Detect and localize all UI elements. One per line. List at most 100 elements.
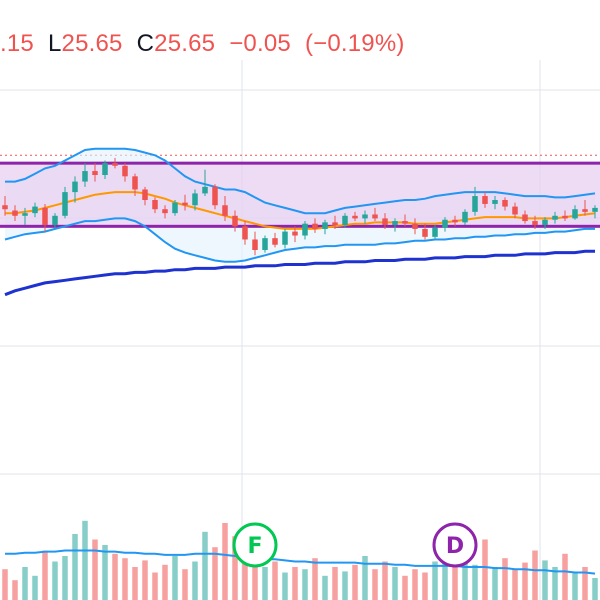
- candle-body: [252, 239, 258, 250]
- volume-bar: [522, 562, 528, 600]
- candle-body: [462, 211, 468, 223]
- candle-body: [102, 163, 108, 175]
- candle-body: [12, 210, 18, 216]
- candle-body: [432, 227, 438, 237]
- volume-bar: [202, 531, 208, 600]
- volume-bar: [562, 553, 568, 600]
- volume-bar: [492, 567, 498, 600]
- candle-body: [222, 205, 228, 216]
- candle-body: [422, 228, 428, 237]
- candle-body: [62, 192, 68, 216]
- volume-bar: [262, 567, 268, 600]
- candle-body: [192, 193, 198, 206]
- volume-bar: [502, 558, 508, 600]
- candle: [42, 203, 48, 232]
- ema-long-line: [4, 249, 595, 297]
- candle-body: [392, 221, 398, 225]
- close-label: C: [136, 30, 155, 57]
- candle: [502, 197, 508, 211]
- marker-f-label: F: [247, 534, 262, 559]
- candle: [482, 192, 488, 208]
- volume-bar: [62, 556, 68, 600]
- volume-bar: [82, 520, 88, 600]
- ema-short-line: [5, 191, 596, 230]
- grid-lines: [0, 60, 600, 600]
- candle: [242, 221, 248, 245]
- volume-bar: [592, 578, 598, 600]
- candle: [272, 232, 278, 248]
- candle-body: [502, 200, 508, 207]
- volume-bar: [572, 572, 578, 600]
- candle-body: [42, 207, 48, 225]
- candle-body: [312, 223, 318, 229]
- volume-bar: [12, 580, 18, 600]
- volume-bar: [302, 569, 308, 600]
- volume-ma-line: [5, 549, 596, 575]
- candle: [392, 218, 398, 232]
- candle: [212, 184, 218, 210]
- candle: [322, 219, 328, 235]
- volume-bar: [182, 569, 188, 600]
- candle-body: [362, 214, 368, 219]
- candle: [152, 197, 158, 214]
- volume-bar: [552, 567, 558, 600]
- bollinger-lower-line: [4, 217, 595, 263]
- candle-body: [402, 221, 408, 224]
- candle: [132, 173, 138, 197]
- candle-body: [532, 221, 538, 225]
- volume-bar: [472, 564, 478, 600]
- candle: [412, 218, 418, 235]
- candle: [352, 211, 358, 222]
- candle-body: [212, 186, 218, 206]
- candle: [172, 200, 178, 216]
- candle: [582, 200, 588, 216]
- marker-f[interactable]: F: [232, 522, 278, 568]
- candle: [142, 186, 148, 206]
- ohlc-legend: .15 L25.65 C25.65 −0.05 (−0.19%): [0, 30, 405, 60]
- candle-body: [2, 205, 8, 210]
- candle: [262, 235, 268, 253]
- candle-body: [482, 196, 488, 204]
- volume-bar: [422, 572, 428, 600]
- candle: [442, 217, 448, 232]
- candle: [472, 186, 478, 216]
- volume-bar: [582, 567, 588, 600]
- volume-bar: [282, 572, 288, 600]
- candle: [302, 221, 308, 240]
- low-value: 25.65: [61, 30, 123, 57]
- volume-bar: [172, 556, 178, 600]
- volume-bar: [482, 539, 488, 600]
- candle-body: [52, 215, 58, 225]
- volume-bar: [382, 561, 388, 600]
- volume-bar: [102, 545, 108, 600]
- marker-d[interactable]: D: [432, 522, 478, 568]
- candle-body: [162, 209, 168, 214]
- volume-bar: [402, 575, 408, 600]
- change-percent: (−0.19%): [304, 30, 405, 57]
- candle-body: [142, 189, 148, 200]
- candle-body: [552, 215, 558, 220]
- candle-body: [582, 209, 588, 212]
- candle-body: [272, 238, 278, 245]
- candle-body: [512, 206, 518, 215]
- volume-bar: [32, 575, 38, 600]
- volume-bar: [392, 567, 398, 600]
- volume-bar: [222, 523, 228, 600]
- candle-body: [342, 215, 348, 225]
- candle: [342, 213, 348, 228]
- low-label: L: [47, 30, 62, 57]
- candle: [572, 205, 578, 220]
- candle: [592, 205, 598, 219]
- volume-bar: [512, 569, 518, 600]
- volume-bars: [2, 520, 598, 600]
- candle: [122, 163, 128, 182]
- marker-d-circle: [432, 522, 478, 568]
- volume-bar: [162, 564, 168, 600]
- bollinger-upper-line: [5, 147, 596, 215]
- candle: [2, 196, 8, 216]
- candle-body: [472, 196, 478, 212]
- candle: [552, 211, 558, 224]
